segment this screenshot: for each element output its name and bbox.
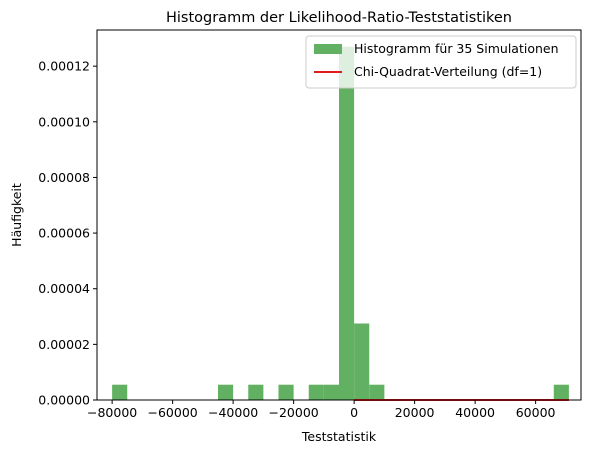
histogram-bar-9 [553,384,569,400]
x-tick-label: 60000 [516,405,556,420]
plot-frame [96,29,582,401]
legend-line-label: Chi-Quadrat-Verteilung (df=1) [354,64,542,79]
x-tick-label: 20000 [395,405,435,420]
x-axis-label: Teststatistik [301,429,377,444]
legend-histogram-swatch [314,44,342,54]
y-tick-label: 0.00006 [38,226,90,241]
chart-title: Histogramm der Likelihood-Ratio-Teststat… [166,10,512,26]
y-tick-label: 0.00004 [38,281,90,296]
histogram-bar-8 [369,384,385,400]
histogram-bar-2 [248,384,264,400]
y-axis-label: Häufigkeit [9,183,24,247]
legend-box [305,35,577,89]
y-axis-ticks: 0.00000 0.00002 0.00004 0.00006 0.00008 0.000… [38,59,97,408]
histogram-bars [112,46,569,400]
x-tick-label: −20000 [269,405,319,420]
y-tick-label: 0.00002 [38,337,90,352]
x-tick-label: 40000 [455,405,495,420]
histogram-bar-0 [112,384,128,400]
legend-histogram-label: Histogramm für 35 Simulationen [354,41,559,56]
histogram-bar-3 [278,384,294,400]
y-tick-label: 0.00000 [38,393,90,408]
y-tick-label: 0.00012 [38,59,90,74]
histogram-bar-1 [218,384,234,400]
legend: Histogramm für 35 Simulationen Chi-Quadr… [305,35,577,89]
x-tick-label: −60000 [148,405,198,420]
histogram-bar-5 [323,384,339,400]
histogram-bar-7 [354,323,370,400]
x-axis-ticks: −80000 −60000 −40000 −20000 0 20000 40000 60000 [87,400,556,420]
histogram-bar-6 [339,46,355,400]
y-tick-label: 0.00008 [38,170,90,185]
histogram-bar-4 [308,384,324,400]
x-tick-label: 0 [350,405,358,420]
x-tick-label: −80000 [87,405,137,420]
y-tick-label: 0.00010 [38,114,90,129]
x-tick-label: −40000 [208,405,258,420]
